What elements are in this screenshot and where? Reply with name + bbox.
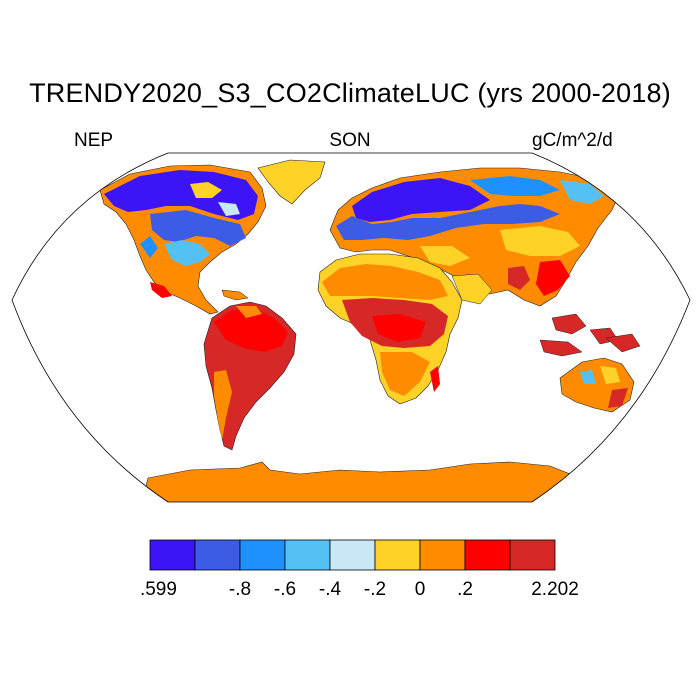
colorbar-tick-label: -.4 [319,579,342,600]
colorbar-tick-label: -.8 [229,579,251,600]
season-label: SON [329,130,371,151]
colorbar-tick-label: -.6 [274,579,296,600]
colorbar-segment [239,539,286,571]
antarctica-region [139,461,581,502]
colorbar-segment [509,539,556,571]
south-america-region [203,301,297,451]
colorbar-tick-label: -.2 [364,579,386,600]
colorbar-segment [374,539,421,571]
variable-label: NEP [74,130,114,151]
greenland-region [257,159,326,205]
colorbar-tick-label: 0 [415,579,426,600]
map-title: TRENDY2020_S3_CO2ClimateLUC (yrs 2000-20… [29,78,671,108]
colorbar-segment [419,539,466,571]
australia-region [559,357,635,413]
units-label: gC/m^2/d [532,130,613,151]
globe-outline [11,152,691,503]
colorbar-tick-label: .2 [457,579,473,600]
eurasia-region [329,167,621,307]
world-map [11,152,691,503]
colorbar-tick-label: 2.202 [531,579,579,600]
colorbar: -2.599 -.8 -.6 -.4 -.2 0 .2 2.202 [140,539,579,600]
north-america-region [99,164,267,315]
colorbar-segment [149,539,196,571]
colorbar-tick-label: -2.599 [140,579,177,600]
caribbean-region [221,289,249,301]
southeast-asia-region [539,313,641,357]
colorbar-segment [329,539,376,571]
colorbar-segment [464,539,511,571]
africa-region [317,253,463,405]
colorbar-segment [194,539,241,571]
new-zealand-region [635,401,665,429]
colorbar-segment [284,539,331,571]
arabia-region [451,273,493,305]
